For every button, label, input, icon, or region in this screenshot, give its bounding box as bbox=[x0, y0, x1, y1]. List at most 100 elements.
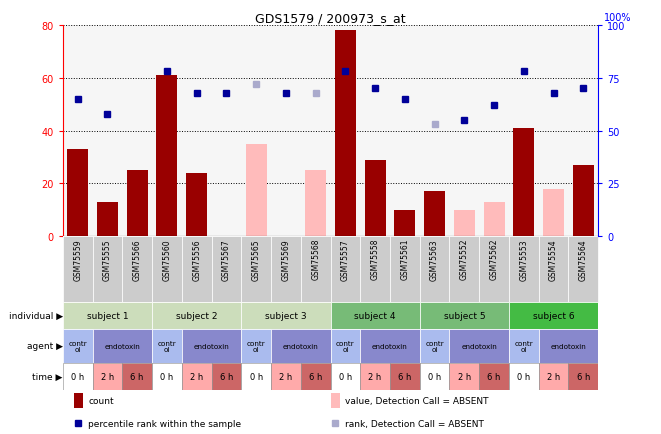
Text: endotoxin: endotoxin bbox=[551, 343, 586, 349]
Bar bbox=[241, 302, 330, 330]
Text: 2 h: 2 h bbox=[190, 372, 204, 381]
Text: 2 h: 2 h bbox=[547, 372, 561, 381]
Text: GSM75564: GSM75564 bbox=[579, 238, 588, 280]
Bar bbox=[182, 330, 241, 363]
Bar bbox=[568, 363, 598, 390]
Text: contr
ol: contr ol bbox=[514, 340, 533, 352]
Text: 0 h: 0 h bbox=[249, 372, 263, 381]
Text: 0 h: 0 h bbox=[160, 372, 174, 381]
Bar bbox=[449, 237, 479, 302]
Text: contr
ol: contr ol bbox=[336, 340, 355, 352]
Bar bbox=[330, 302, 420, 330]
Bar bbox=[330, 393, 340, 408]
Bar bbox=[479, 363, 509, 390]
Bar bbox=[271, 363, 301, 390]
Text: subject 3: subject 3 bbox=[265, 312, 307, 321]
Text: GSM75569: GSM75569 bbox=[282, 238, 290, 280]
Text: 2 h: 2 h bbox=[457, 372, 471, 381]
Bar bbox=[360, 26, 390, 237]
Bar bbox=[152, 330, 182, 363]
Bar bbox=[420, 330, 449, 363]
Bar bbox=[568, 237, 598, 302]
Text: endotoxin: endotoxin bbox=[283, 343, 319, 349]
Bar bbox=[365, 160, 385, 237]
Bar bbox=[97, 202, 118, 237]
Bar bbox=[241, 330, 271, 363]
Bar bbox=[271, 330, 330, 363]
Bar bbox=[63, 330, 93, 363]
Text: 6 h: 6 h bbox=[487, 372, 501, 381]
Text: contr
ol: contr ol bbox=[247, 340, 266, 352]
Bar bbox=[509, 26, 539, 237]
Bar bbox=[539, 26, 568, 237]
Text: subject 6: subject 6 bbox=[533, 312, 574, 321]
Text: GSM75567: GSM75567 bbox=[222, 238, 231, 280]
Text: GSM75568: GSM75568 bbox=[311, 238, 320, 280]
Bar bbox=[182, 363, 212, 390]
Bar bbox=[186, 173, 207, 237]
Bar bbox=[127, 171, 147, 237]
Text: subject 4: subject 4 bbox=[354, 312, 396, 321]
Text: GSM75553: GSM75553 bbox=[520, 238, 528, 280]
Bar bbox=[122, 363, 152, 390]
Bar bbox=[330, 363, 360, 390]
Bar bbox=[479, 237, 509, 302]
Text: contr
ol: contr ol bbox=[425, 340, 444, 352]
Bar bbox=[330, 26, 360, 237]
Text: value, Detection Call = ABSENT: value, Detection Call = ABSENT bbox=[346, 396, 489, 405]
Bar bbox=[73, 393, 83, 408]
Bar bbox=[395, 210, 415, 237]
Bar bbox=[420, 237, 449, 302]
Bar bbox=[449, 26, 479, 237]
Bar bbox=[509, 237, 539, 302]
Bar bbox=[449, 363, 479, 390]
Bar bbox=[360, 363, 390, 390]
Text: GSM75562: GSM75562 bbox=[490, 238, 498, 280]
Bar bbox=[301, 363, 330, 390]
Bar bbox=[509, 330, 539, 363]
Text: endotoxin: endotoxin bbox=[104, 343, 140, 349]
Bar bbox=[67, 150, 88, 237]
Bar bbox=[573, 165, 594, 237]
Bar bbox=[241, 26, 271, 237]
Bar bbox=[246, 145, 266, 237]
Bar bbox=[122, 237, 152, 302]
Title: GDS1579 / 200973_s_at: GDS1579 / 200973_s_at bbox=[255, 12, 406, 25]
Text: GSM75555: GSM75555 bbox=[103, 238, 112, 280]
Text: GSM75558: GSM75558 bbox=[371, 238, 379, 280]
Bar bbox=[514, 128, 534, 237]
Text: GSM75566: GSM75566 bbox=[133, 238, 141, 280]
Bar bbox=[479, 26, 509, 237]
Text: 6 h: 6 h bbox=[398, 372, 412, 381]
Bar bbox=[301, 26, 330, 237]
Bar bbox=[157, 76, 177, 237]
Text: 6 h: 6 h bbox=[576, 372, 590, 381]
Bar bbox=[539, 237, 568, 302]
Text: contr
ol: contr ol bbox=[68, 340, 87, 352]
Bar bbox=[335, 31, 356, 237]
Bar bbox=[152, 237, 182, 302]
Text: endotoxin: endotoxin bbox=[372, 343, 408, 349]
Bar bbox=[390, 26, 420, 237]
Bar bbox=[212, 26, 241, 237]
Bar bbox=[93, 26, 122, 237]
Bar bbox=[93, 330, 152, 363]
Text: GSM75554: GSM75554 bbox=[549, 238, 558, 280]
Text: GSM75552: GSM75552 bbox=[460, 238, 469, 280]
Bar bbox=[420, 363, 449, 390]
Text: 6 h: 6 h bbox=[309, 372, 323, 381]
Text: count: count bbox=[89, 396, 114, 405]
Bar bbox=[271, 237, 301, 302]
Bar bbox=[241, 237, 271, 302]
Bar bbox=[305, 171, 326, 237]
Text: GSM75560: GSM75560 bbox=[163, 238, 171, 280]
Bar bbox=[449, 330, 509, 363]
Bar bbox=[390, 237, 420, 302]
Text: agent ▶: agent ▶ bbox=[27, 342, 63, 351]
Text: 0 h: 0 h bbox=[71, 372, 85, 381]
Bar bbox=[330, 237, 360, 302]
Bar bbox=[360, 330, 420, 363]
Bar bbox=[568, 26, 598, 237]
Text: GSM75565: GSM75565 bbox=[252, 238, 260, 280]
Text: 6 h: 6 h bbox=[219, 372, 233, 381]
